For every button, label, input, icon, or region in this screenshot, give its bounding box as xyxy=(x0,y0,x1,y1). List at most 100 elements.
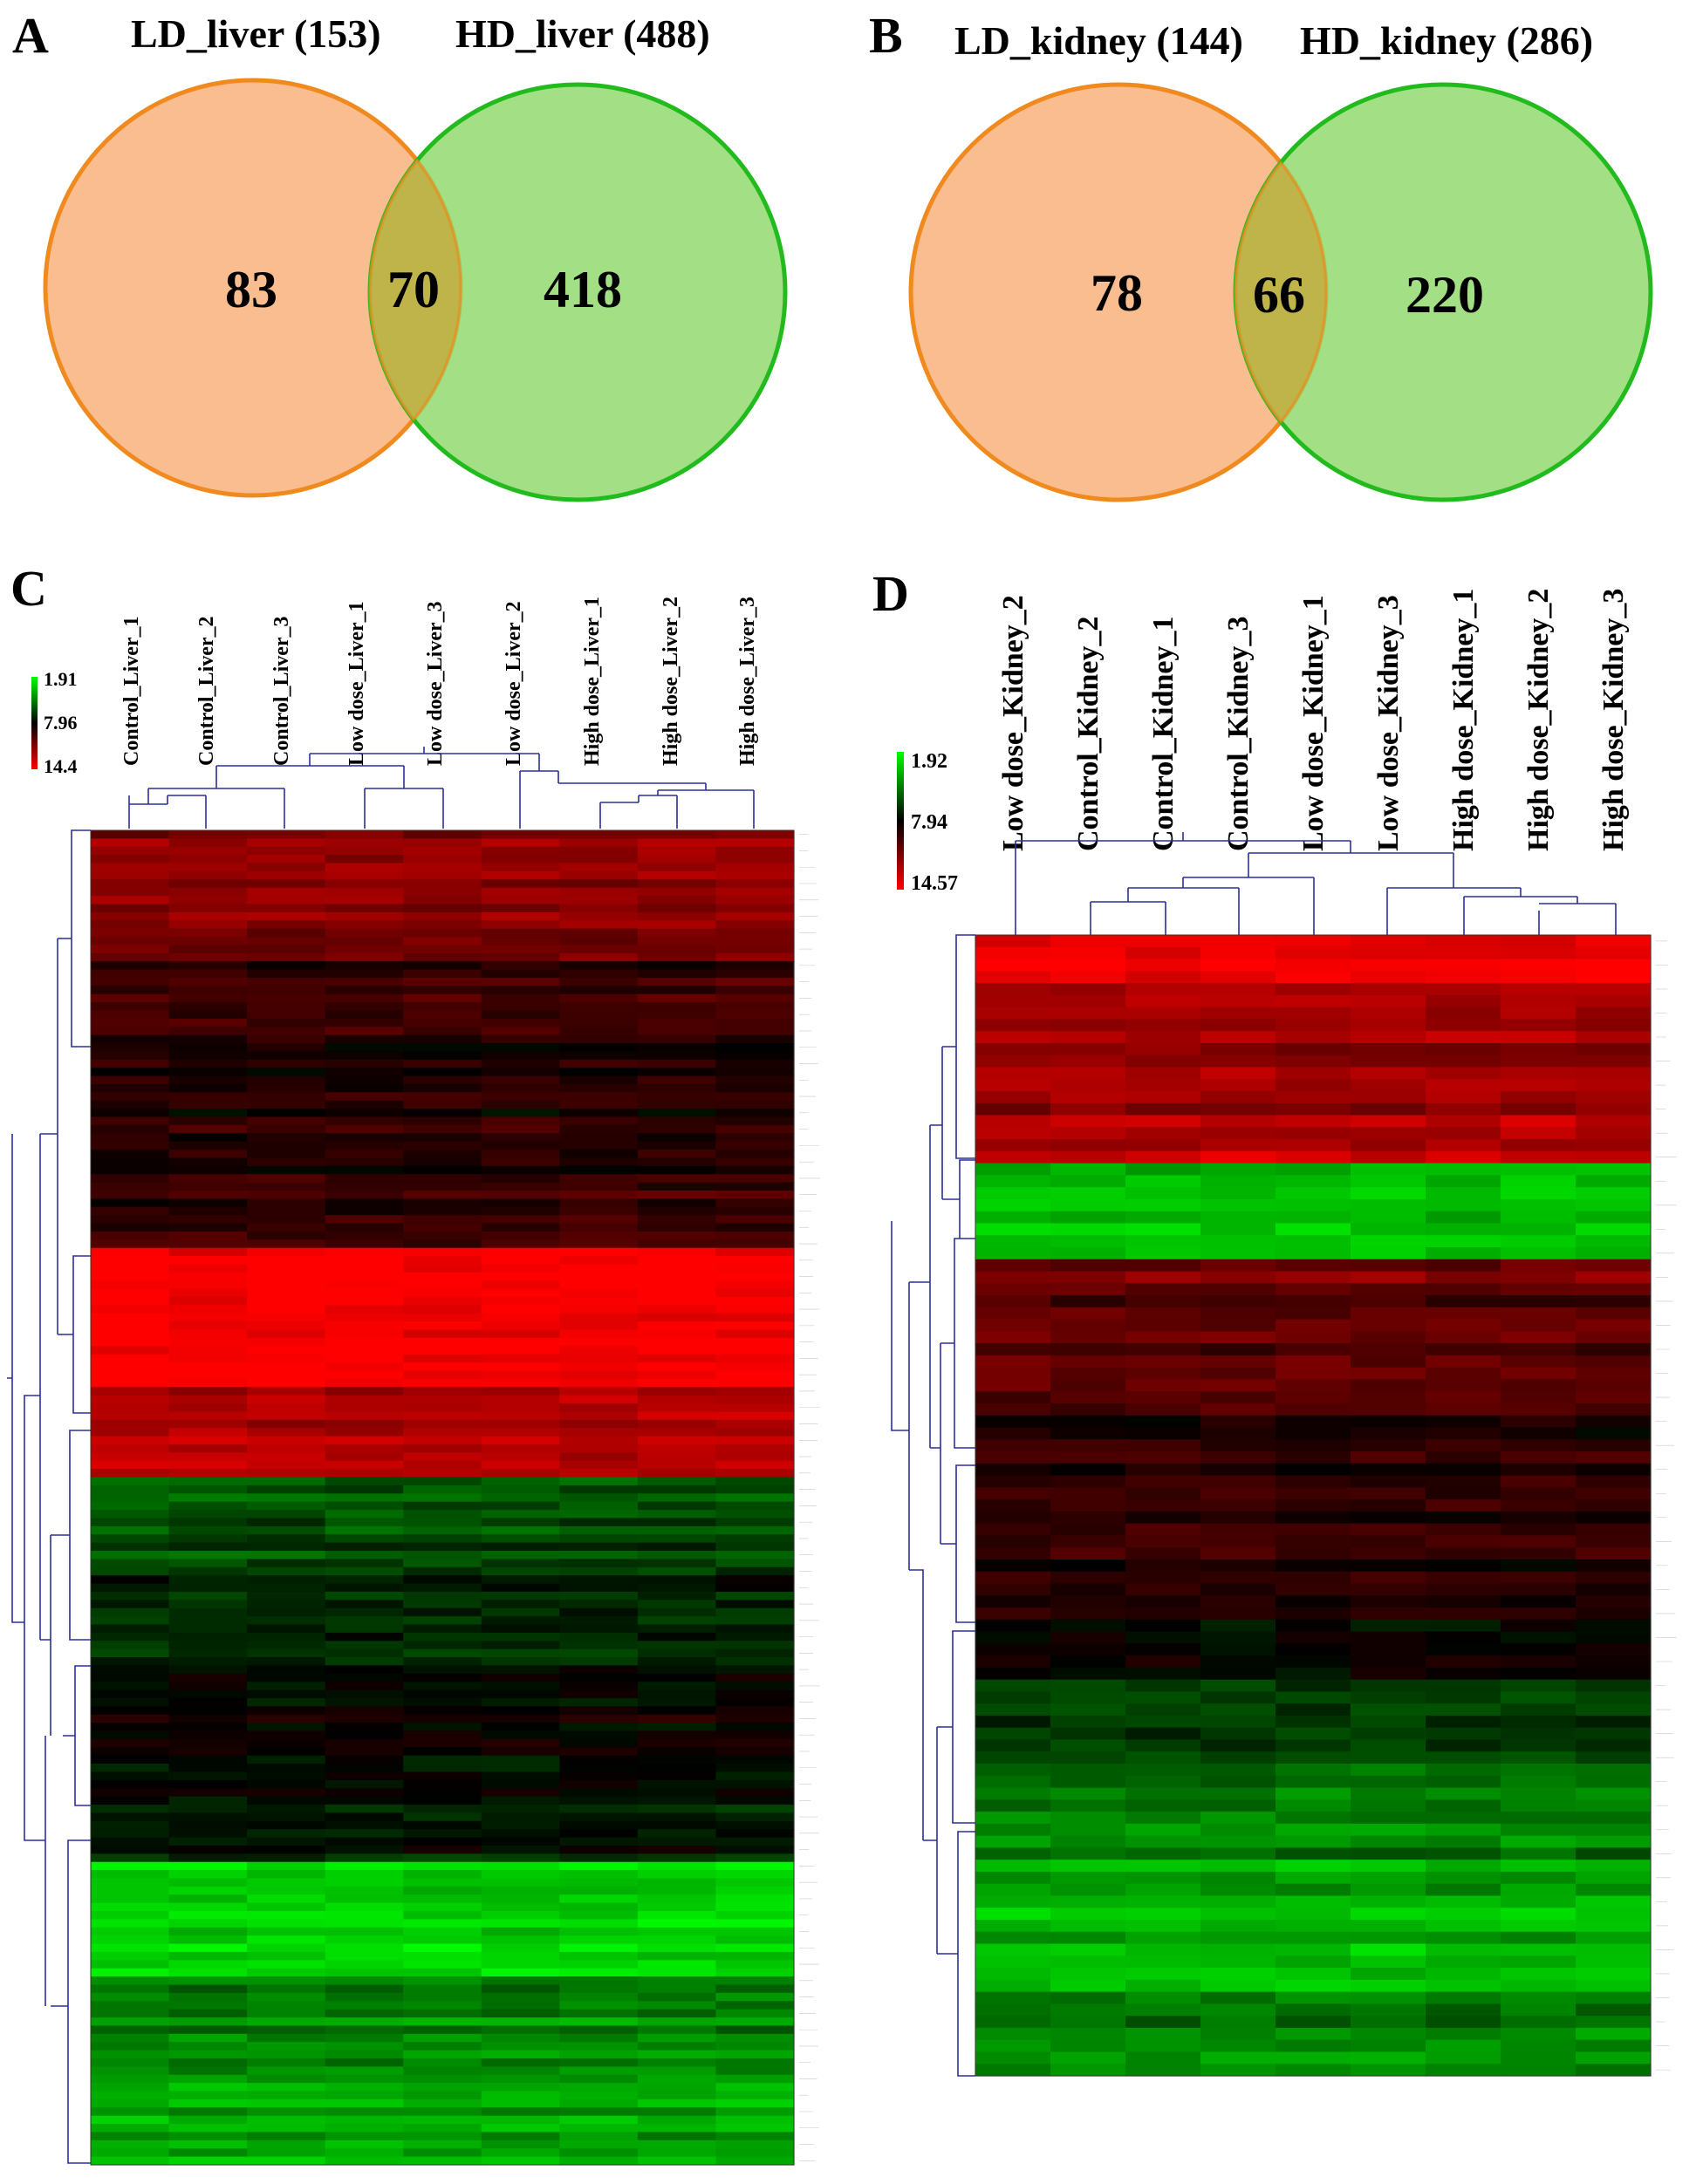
heatmap-cell xyxy=(1501,1223,1576,1236)
heatmap-cell xyxy=(1426,1715,1501,1729)
heatmap-cell xyxy=(559,1305,639,1314)
heatmap-cell xyxy=(1576,1102,1652,1116)
heatmap-cell xyxy=(481,1460,560,1470)
heatmap-cell xyxy=(403,2050,482,2059)
heatmap-cell xyxy=(168,1976,248,1986)
heatmap-cell xyxy=(975,1019,1051,1032)
heatmap-cell xyxy=(91,2140,170,2149)
heatmap-cell xyxy=(715,1607,795,1617)
heatmap-cell xyxy=(975,1535,1051,1548)
heatmap-cell xyxy=(168,1395,248,1404)
heatmap-cell xyxy=(975,1739,1051,1752)
heatmap-cell xyxy=(637,1673,717,1682)
heatmap-cell xyxy=(559,1174,639,1184)
heatmap-cell xyxy=(715,1697,795,1707)
heatmap-cell xyxy=(168,961,248,971)
heatmap-cell xyxy=(637,1829,717,1839)
heatmap-cell xyxy=(168,977,248,986)
heatmap-cell xyxy=(481,1878,560,1887)
heatmap-cell xyxy=(975,1715,1051,1729)
heatmap-cell xyxy=(247,2042,326,2051)
heatmap-d-legend-gradient xyxy=(897,752,904,890)
heatmap-cell xyxy=(91,1902,170,1912)
heatmap-cell xyxy=(975,1211,1051,1225)
heatmap-d-column-label: Control_Kidney_1 xyxy=(1147,616,1180,851)
heatmap-cell xyxy=(403,1337,482,1347)
heatmap-cell xyxy=(91,2074,170,2084)
heatmap-cell xyxy=(715,1109,795,1118)
heatmap-cell xyxy=(325,1083,404,1093)
heatmap-cell xyxy=(637,1280,717,1290)
heatmap-cell xyxy=(91,1256,170,1266)
heatmap-cell xyxy=(637,2140,717,2149)
heatmap-cell xyxy=(1576,1475,1652,1488)
heatmap-cell xyxy=(247,1191,326,1199)
heatmap-cell xyxy=(1276,1691,1351,1704)
heatmap-cell xyxy=(1426,1331,1501,1344)
heatmap-cell xyxy=(325,1493,404,1503)
heatmap-cell xyxy=(715,1600,795,1609)
heatmap-cell xyxy=(1576,1235,1652,1248)
heatmap-cell xyxy=(1576,1739,1652,1752)
heatmap-cell xyxy=(168,1501,248,1511)
heatmap-cell xyxy=(247,1124,326,1134)
heatmap-cell xyxy=(168,1697,248,1707)
heatmap-cell xyxy=(1125,1211,1201,1225)
heatmap-cell xyxy=(1501,1415,1576,1429)
heatmap-cell xyxy=(168,1051,248,1061)
heatmap-cell xyxy=(637,1010,717,1020)
heatmap-cell xyxy=(715,1484,795,1494)
heatmap-cell xyxy=(325,1566,404,1576)
heatmap-cell xyxy=(168,1329,248,1339)
heatmap-cell xyxy=(325,2050,404,2059)
heatmap-cell xyxy=(637,1714,717,1723)
heatmap-cell xyxy=(559,1477,639,1486)
panel-d-letter: D xyxy=(872,565,909,622)
heatmap-cell xyxy=(637,1329,717,1339)
heatmap-cell xyxy=(91,1665,170,1675)
heatmap-cell xyxy=(1501,2051,1576,2065)
heatmap-cell xyxy=(1576,1751,1652,1764)
heatmap-cell xyxy=(637,2115,717,2125)
heatmap-cell xyxy=(637,2124,717,2133)
heatmap-cell xyxy=(403,1820,482,1830)
heatmap-cell xyxy=(1576,1499,1652,1512)
heatmap-cell xyxy=(637,2148,717,2158)
heatmap-cell xyxy=(975,1583,1051,1596)
heatmap-cell xyxy=(715,1027,795,1036)
heatmap-cell xyxy=(975,1955,1051,1969)
heatmap-cell xyxy=(1276,1847,1351,1860)
heatmap-cell xyxy=(1576,2039,1652,2053)
heatmap-cell xyxy=(403,1034,482,1044)
heatmap-cell xyxy=(1501,1499,1576,1512)
heatmap-cell xyxy=(1050,1102,1126,1116)
heatmap-cell xyxy=(1125,1283,1201,1296)
heatmap-cell xyxy=(325,1624,404,1634)
heatmap-cell xyxy=(91,830,170,839)
heatmap-cell xyxy=(91,1894,170,1904)
heatmap-cell xyxy=(403,2083,482,2092)
heatmap-cell xyxy=(1501,1583,1576,1596)
heatmap-cell xyxy=(1050,2064,1126,2077)
heatmap-cell xyxy=(403,1542,482,1552)
heatmap-cell xyxy=(325,1837,404,1846)
heatmap-cell xyxy=(715,2115,795,2125)
heatmap-cell xyxy=(1576,1271,1652,1284)
heatmap-cell xyxy=(247,1174,326,1184)
heatmap-cell xyxy=(1501,1295,1576,1308)
heatmap-cell xyxy=(1050,946,1126,960)
heatmap-cell xyxy=(91,1419,170,1429)
heatmap-cell xyxy=(1576,2003,1652,2017)
heatmap-cell xyxy=(715,928,795,938)
heatmap-cell xyxy=(168,1239,248,1249)
heatmap-cell xyxy=(325,1452,404,1462)
heatmap-cell xyxy=(715,1534,795,1544)
heatmap-cell xyxy=(1501,1715,1576,1729)
heatmap-cell xyxy=(1576,1511,1652,1525)
heatmap-cell xyxy=(637,1583,717,1593)
heatmap-cell xyxy=(403,1583,482,1593)
heatmap-cell xyxy=(1200,971,1276,984)
heatmap-cell xyxy=(481,1697,560,1707)
heatmap-d-frame xyxy=(975,934,1652,2077)
heatmap-cell xyxy=(91,2058,170,2067)
